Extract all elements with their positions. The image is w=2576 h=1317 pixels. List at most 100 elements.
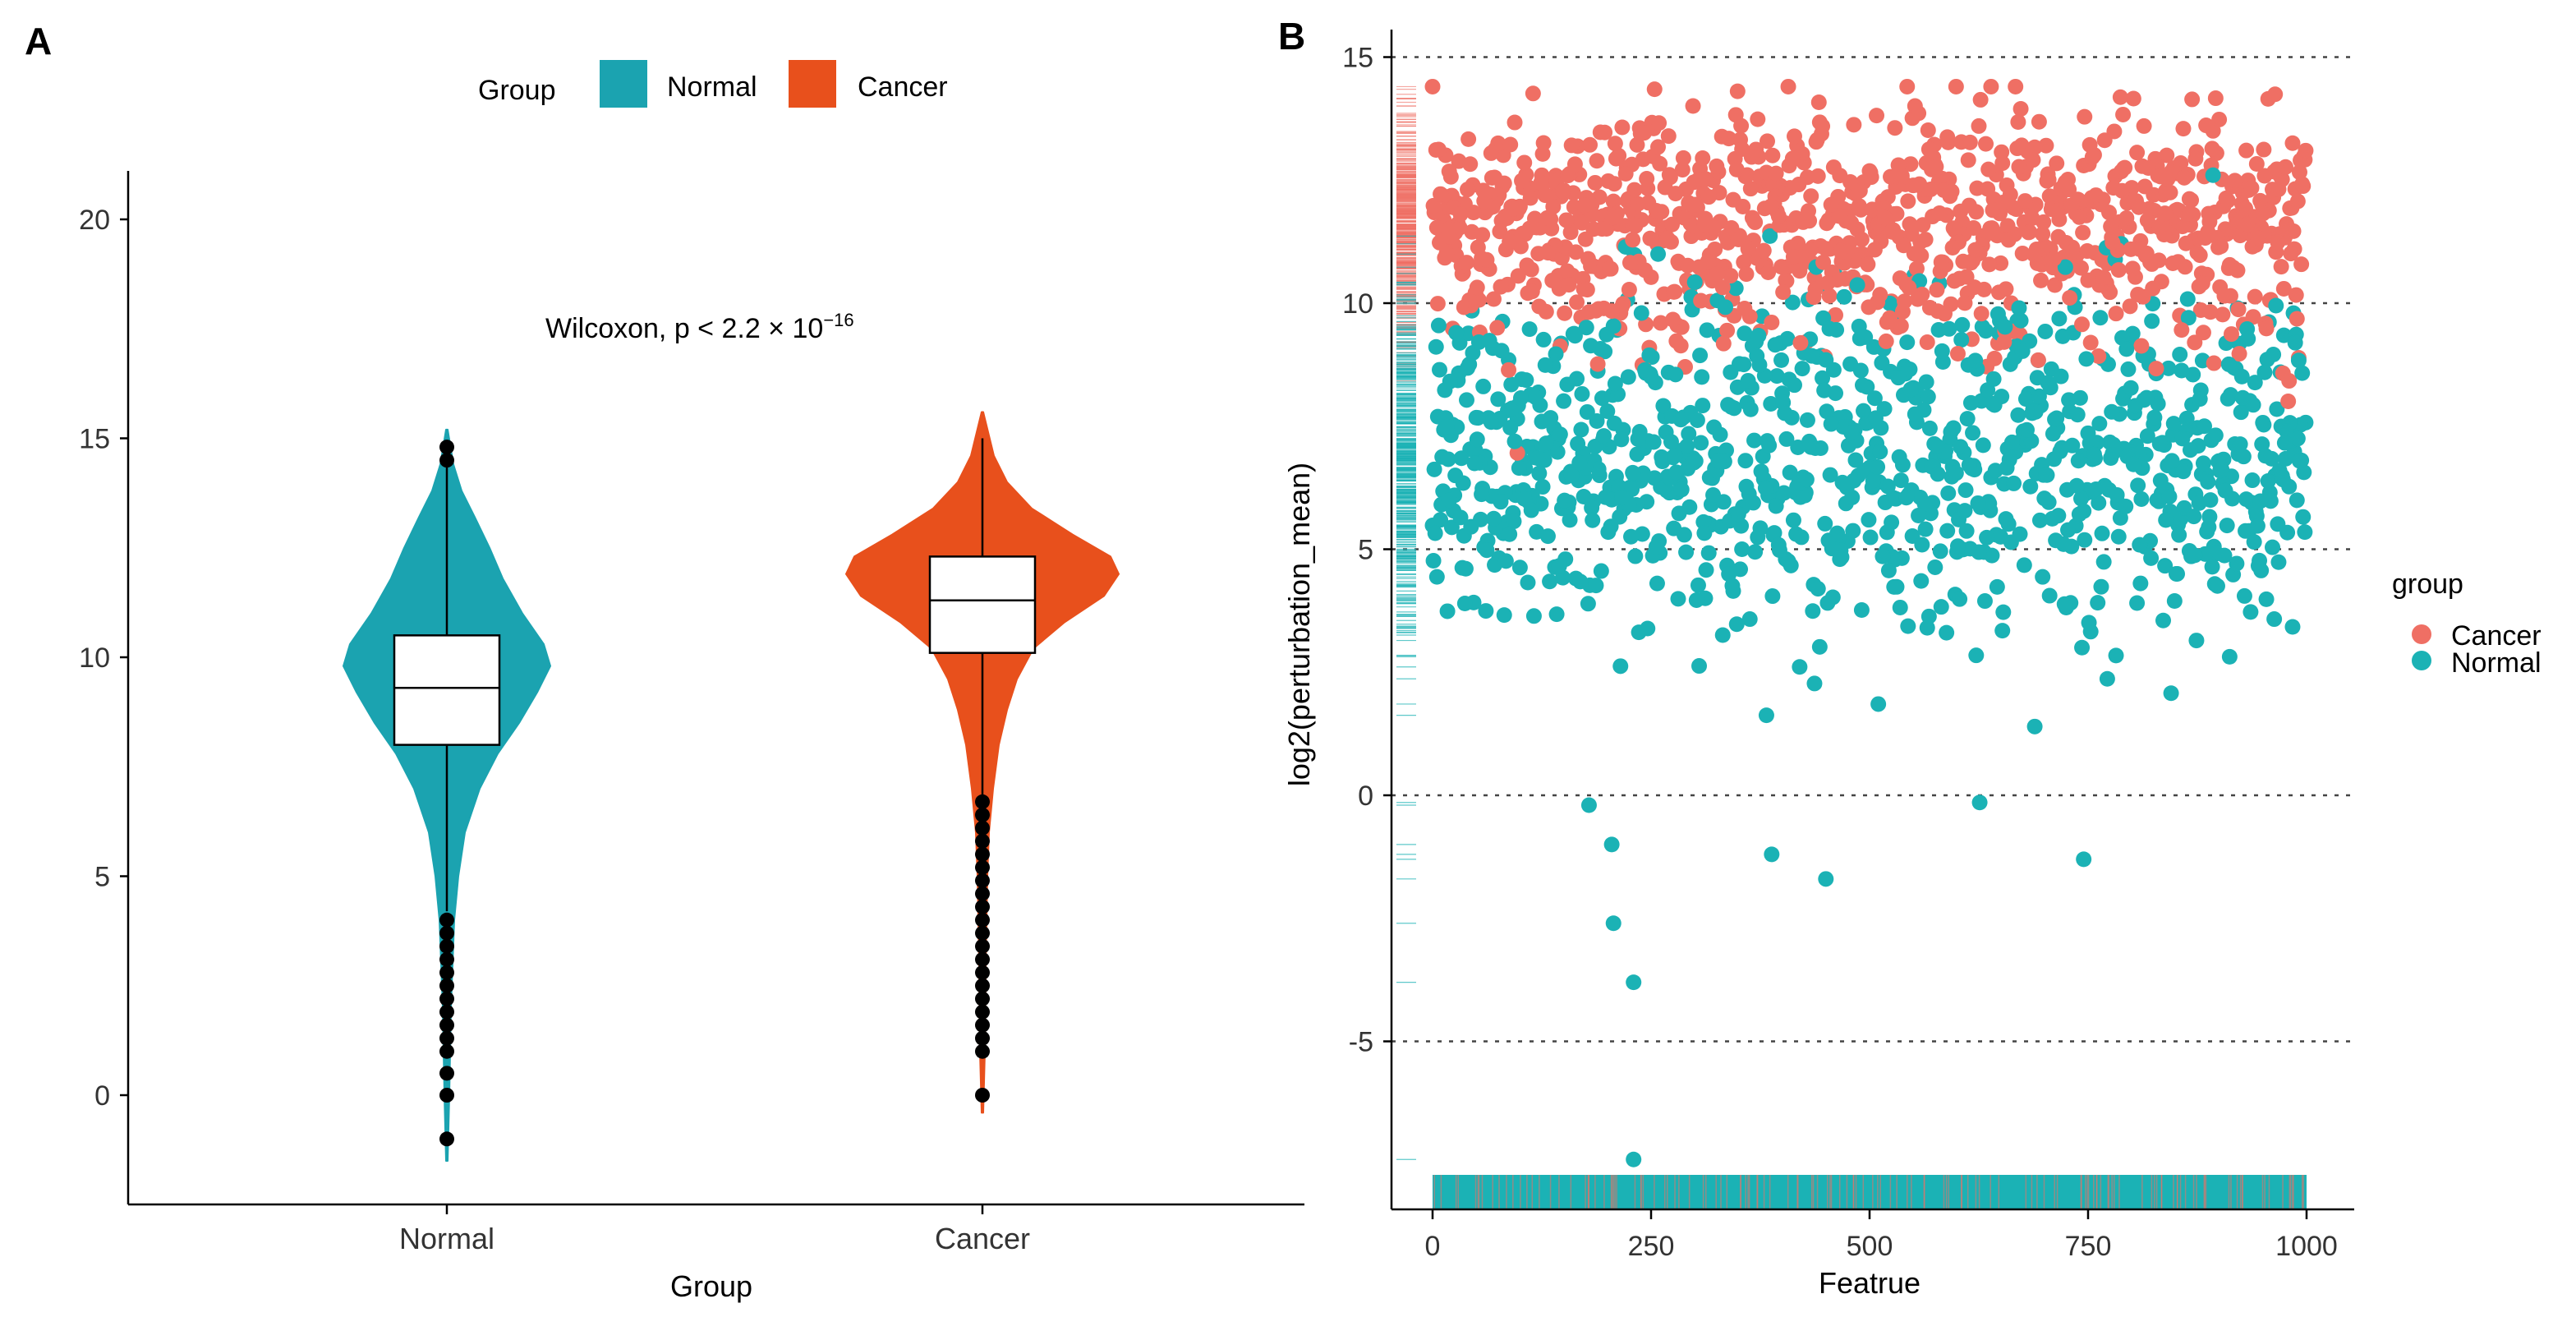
cancer-point bbox=[2041, 188, 2058, 205]
normal-point bbox=[1823, 416, 1839, 432]
cancer-point bbox=[1460, 182, 1476, 198]
normal-point bbox=[1555, 569, 1571, 586]
cancer-point bbox=[2170, 254, 2187, 270]
cancer-point bbox=[1566, 156, 1583, 173]
cancer-point bbox=[2265, 182, 2281, 198]
normal-point bbox=[1584, 500, 1600, 516]
normal-point bbox=[2294, 365, 2311, 381]
normal-point bbox=[1478, 603, 1494, 619]
cancer-point bbox=[1971, 117, 1987, 134]
cancer-point bbox=[1785, 248, 1801, 265]
cancer-point bbox=[1942, 188, 1958, 205]
cancer-point bbox=[2184, 91, 2201, 108]
cancer-point bbox=[2267, 86, 2284, 103]
cancer-point bbox=[2049, 155, 2065, 172]
cancer-point bbox=[2049, 202, 2066, 219]
normal-point bbox=[1542, 573, 1558, 590]
cancer-point bbox=[1755, 242, 1772, 259]
normal-point bbox=[1953, 332, 1970, 348]
normal-point bbox=[2160, 360, 2177, 376]
normal-point bbox=[2204, 559, 2220, 575]
normal-point bbox=[1856, 403, 1872, 419]
cancer-point bbox=[1775, 284, 1792, 301]
panel-a: A Group Normal Cancer 0 5 10 15 20 Normal Can… bbox=[25, 20, 1304, 1303]
y-tick-label: 10 bbox=[79, 642, 110, 674]
normal-point bbox=[1725, 583, 1741, 599]
normal-point bbox=[2110, 528, 2127, 545]
normal-point bbox=[1761, 437, 1778, 454]
cancer-point bbox=[1962, 134, 1978, 150]
normal-point bbox=[1891, 449, 1907, 465]
normal-point bbox=[1796, 487, 1813, 504]
cancer-point bbox=[1764, 314, 1780, 330]
normal-point bbox=[2256, 364, 2273, 380]
normal-point bbox=[1640, 620, 1656, 637]
cancer-point bbox=[1821, 288, 1838, 304]
normal-point bbox=[2138, 389, 2155, 406]
normal-point bbox=[2240, 330, 2256, 347]
cancer-point bbox=[2204, 140, 2220, 157]
cancer-point bbox=[1740, 241, 1756, 257]
normal-point bbox=[2003, 434, 2020, 450]
normal-point bbox=[1948, 465, 1964, 481]
cancer-point bbox=[1736, 301, 1753, 317]
normal-point bbox=[2068, 477, 2085, 494]
normal-point bbox=[1752, 520, 1769, 536]
cancer-point bbox=[1530, 217, 1546, 233]
normal-point bbox=[2036, 490, 2053, 507]
normal-point bbox=[1927, 559, 1944, 575]
normal-point bbox=[1804, 348, 1820, 364]
cancer-point bbox=[1719, 322, 1736, 338]
cancer-point bbox=[1791, 177, 1807, 193]
normal-point bbox=[1844, 489, 1861, 505]
normal-point bbox=[2144, 313, 2160, 329]
cancer-point bbox=[1931, 205, 1948, 221]
normal-point bbox=[1497, 553, 1514, 569]
normal-point bbox=[1954, 316, 1971, 333]
normal-point bbox=[2060, 522, 2077, 538]
outlier-point bbox=[975, 938, 990, 954]
cancer-point bbox=[1696, 216, 1713, 233]
normal-point bbox=[2012, 526, 2028, 542]
normal-point bbox=[1689, 412, 1705, 428]
normal-point bbox=[1511, 559, 1528, 576]
normal-point bbox=[2266, 611, 2283, 628]
outlier-point bbox=[975, 1017, 990, 1033]
cancer-point bbox=[1864, 201, 1880, 218]
cancer-point bbox=[2012, 100, 2029, 117]
cancer-point bbox=[1489, 320, 1506, 336]
cancer-point bbox=[1881, 310, 1898, 326]
y-tick-label: 5 bbox=[1358, 535, 1373, 566]
normal-point bbox=[1995, 604, 2012, 620]
normal-point bbox=[1466, 455, 1483, 472]
normal-point bbox=[1695, 513, 1712, 530]
outlier-point bbox=[975, 859, 990, 875]
cancer-point bbox=[1917, 232, 1934, 248]
normal-point bbox=[2118, 341, 2135, 357]
normal-point bbox=[2061, 392, 2077, 408]
normal-point bbox=[2151, 435, 2168, 452]
normal-point bbox=[2232, 436, 2248, 453]
normal-point bbox=[1439, 603, 1456, 619]
normal-point bbox=[1990, 306, 2006, 322]
cancer-point bbox=[1919, 334, 1935, 351]
cancer-point bbox=[1860, 256, 1876, 273]
cancer-point bbox=[1659, 230, 1676, 246]
y-tick-label: 15 bbox=[1342, 43, 1373, 74]
cancer-point bbox=[2123, 241, 2139, 257]
normal-point bbox=[1691, 658, 1708, 675]
normal-point bbox=[1523, 502, 1539, 518]
normal-point bbox=[1971, 544, 1987, 560]
cancer-point bbox=[1906, 246, 1922, 262]
normal-point bbox=[1534, 479, 1551, 495]
legend-a-normal-swatch bbox=[600, 60, 647, 108]
cancer-point bbox=[1608, 150, 1624, 167]
normal-point bbox=[2187, 547, 2203, 564]
cancer-point bbox=[1579, 282, 1595, 298]
cancer-point bbox=[2175, 121, 2192, 137]
normal-point bbox=[1749, 348, 1765, 364]
panel-b-rug bbox=[1396, 85, 2307, 1209]
normal-point bbox=[1818, 871, 1834, 887]
cancer-point bbox=[1815, 118, 1831, 135]
normal-point bbox=[1576, 488, 1592, 504]
